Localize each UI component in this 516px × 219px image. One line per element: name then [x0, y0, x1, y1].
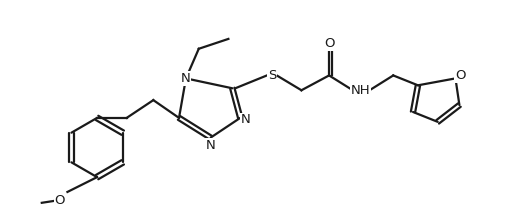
- Text: NH: NH: [351, 84, 370, 97]
- Text: O: O: [54, 194, 65, 207]
- Text: N: N: [181, 72, 191, 85]
- Text: N: N: [206, 139, 216, 152]
- Text: O: O: [455, 69, 465, 82]
- Text: N: N: [240, 113, 250, 126]
- Text: O: O: [324, 37, 334, 50]
- Text: S: S: [268, 69, 276, 82]
